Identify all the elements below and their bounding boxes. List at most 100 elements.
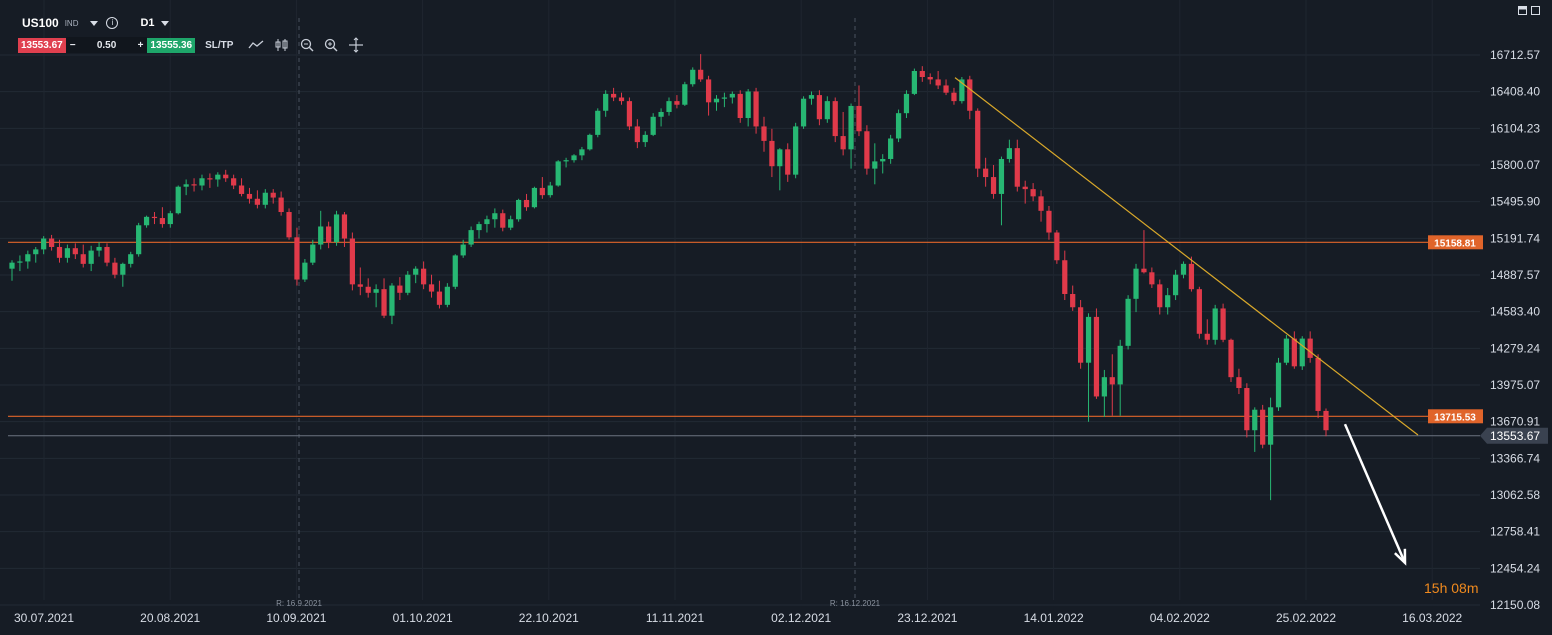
candle-body xyxy=(967,79,973,111)
arrow-shaft[interactable] xyxy=(1343,423,1407,564)
bear-candle xyxy=(1291,331,1297,369)
projection-arrow[interactable] xyxy=(1343,423,1407,566)
candle-body xyxy=(990,177,997,194)
symbol-label[interactable]: US100 xyxy=(22,16,59,30)
candle-body xyxy=(983,168,989,178)
candle-body xyxy=(1030,189,1036,197)
bear-candle xyxy=(72,243,78,260)
bear-candle xyxy=(365,278,371,298)
bull-candle xyxy=(547,181,553,198)
bear-candle xyxy=(357,267,363,296)
bull-candle xyxy=(17,255,23,272)
bull-candle xyxy=(713,95,720,111)
close-panel-icon[interactable] xyxy=(1531,6,1540,15)
candle-body xyxy=(848,105,854,150)
bear-candle xyxy=(753,87,759,134)
candle-body xyxy=(1180,263,1187,275)
bull-candle xyxy=(531,186,538,209)
info-icon[interactable]: i xyxy=(106,17,119,29)
candle-body xyxy=(547,185,553,196)
bear-candle xyxy=(48,234,55,251)
candle-body xyxy=(1149,272,1155,285)
candle-body xyxy=(895,113,902,139)
bull-candle xyxy=(1299,336,1305,370)
trendline[interactable] xyxy=(954,77,1419,436)
candle-body xyxy=(1299,338,1305,367)
sell-price-button[interactable]: 13553.67 xyxy=(18,37,66,53)
candle-body xyxy=(167,213,173,225)
symbol-dropdown-icon[interactable] xyxy=(90,20,99,26)
timeframe-dropdown-icon[interactable] xyxy=(160,20,169,26)
bull-candle xyxy=(595,108,601,138)
bear-candle xyxy=(278,191,284,216)
candle-body xyxy=(800,98,807,127)
buy-price-button[interactable]: 13555.36 xyxy=(147,37,196,53)
crosshair-icon[interactable] xyxy=(348,37,364,53)
price-axis[interactable]: 16712.57 16408.40 16104.23 15800.07 15495.90… xyxy=(1490,48,1540,612)
bear-candle xyxy=(223,169,229,182)
candle-body xyxy=(935,79,941,86)
volume-decrease-button[interactable]: − xyxy=(69,39,76,51)
candle-body xyxy=(128,254,134,264)
bear-candle xyxy=(698,54,704,82)
bear-candle xyxy=(1078,300,1084,369)
bull-candle xyxy=(25,250,31,269)
timeframe-label[interactable]: D1 xyxy=(140,17,155,29)
y-tick-label: 15495.90 xyxy=(1490,195,1540,209)
candle-body xyxy=(626,101,633,127)
bull-candle xyxy=(1172,269,1179,301)
bull-candle xyxy=(1283,334,1290,366)
candle-body xyxy=(207,178,213,180)
candle-body xyxy=(674,101,680,105)
candle-body xyxy=(33,249,39,255)
minimize-icon[interactable] xyxy=(1518,6,1527,15)
volume-stepper[interactable]: − 0.50 + xyxy=(65,37,148,53)
bull-candle xyxy=(484,215,490,233)
bull-candle xyxy=(658,108,664,127)
horizontal-levels[interactable]: 15158.81 13715.53 13553.67 xyxy=(8,235,1548,444)
bear-candle xyxy=(1188,256,1195,292)
candle-body xyxy=(1054,232,1060,261)
candle-body xyxy=(143,216,150,226)
candle-body xyxy=(1070,293,1076,308)
bear-candle xyxy=(1014,139,1020,192)
bear-candle xyxy=(286,208,292,240)
candle-body xyxy=(1283,338,1290,363)
x-tick-label: 25.02.2022 xyxy=(1276,611,1336,625)
sltp-button[interactable]: SL/TP xyxy=(205,39,234,51)
candle-body xyxy=(705,79,712,103)
candle-body xyxy=(888,138,894,159)
countdown-minutes: 08 xyxy=(1451,580,1467,596)
candle-body xyxy=(215,174,221,180)
bull-candle xyxy=(903,90,910,118)
current-price-tag[interactable] xyxy=(1480,427,1548,444)
zoom-out-icon[interactable] xyxy=(300,38,314,52)
candle-body xyxy=(523,199,530,208)
bear-candle xyxy=(112,257,118,279)
bear-candle xyxy=(816,90,823,126)
zoom-in-icon[interactable] xyxy=(324,38,338,52)
level-tag[interactable] xyxy=(1428,235,1483,250)
bear-candle xyxy=(246,187,253,204)
volume-input[interactable]: 0.50 xyxy=(96,39,117,51)
candle-body xyxy=(1078,307,1084,363)
trendline-segment[interactable] xyxy=(954,77,1419,436)
bear-candle xyxy=(674,95,680,109)
bull-candle xyxy=(579,146,585,161)
level-tag[interactable] xyxy=(1428,409,1483,424)
line-chart-icon[interactable] xyxy=(248,39,264,51)
time-axis[interactable]: 30.07.2021 20.08.2021 10.09.2021 01.10.2021… xyxy=(14,611,1463,625)
candle-body xyxy=(452,255,458,287)
bull-candle xyxy=(555,160,561,187)
bull-candle xyxy=(183,179,189,196)
candle-body xyxy=(104,246,110,263)
bear-candle xyxy=(523,193,530,211)
candle-type-icon[interactable] xyxy=(274,38,290,52)
candle-body xyxy=(975,110,981,169)
bull-candle xyxy=(571,154,577,163)
volume-increase-button[interactable]: + xyxy=(137,39,144,51)
y-tick-label: 14887.57 xyxy=(1490,268,1540,282)
bear-candle xyxy=(1220,303,1226,343)
candle-body xyxy=(365,286,371,293)
